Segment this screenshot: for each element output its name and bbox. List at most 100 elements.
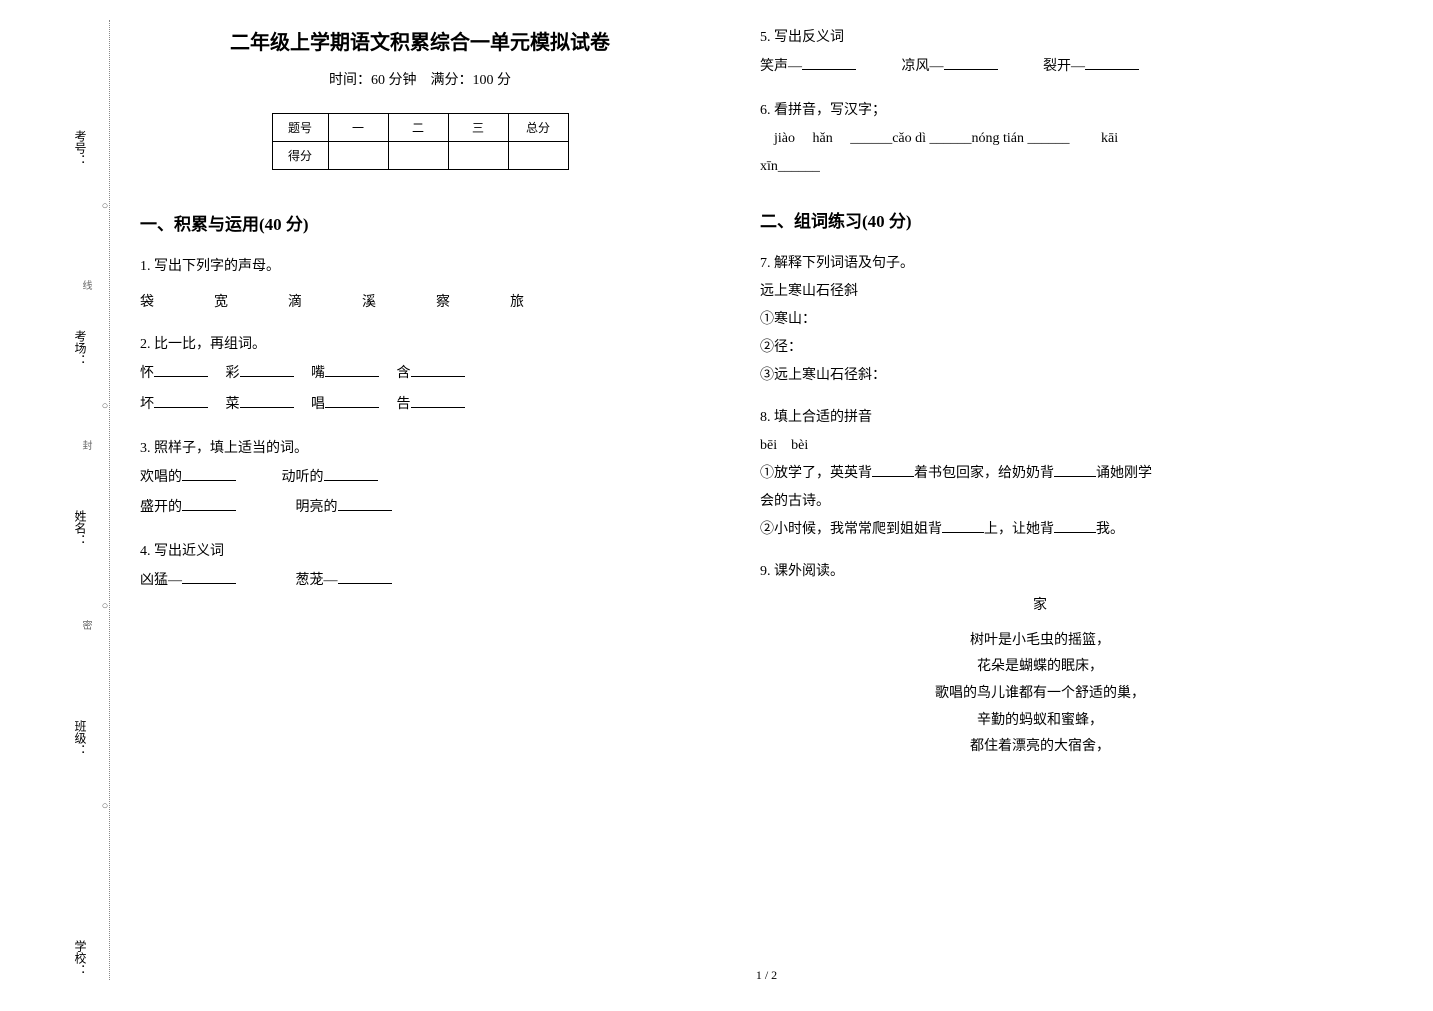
exam-subtitle: 时间：60 分钟 满分：100 分 [140,69,700,89]
q4-item: 葱茏— [296,573,338,588]
q1-prompt: 1. 写出下列字的声母。 [140,253,700,281]
question-5: 5. 写出反义词 笑声— 凉风— 裂开— [760,24,1320,83]
blank-line [411,363,465,377]
q2-char: 唱 [311,397,325,412]
question-6: 6. 看拼音，写汉字； jiào hǎn ______cǎo dì ______… [760,97,1320,181]
score-col-2: 二 [388,114,448,142]
q3-line1: 欢唱的 动听的 [140,463,700,494]
q6-pinyin-tail: xīn______ [760,153,1320,181]
poem-line: 歌唱的鸟儿谁都有一个舒适的巢， [760,681,1320,708]
score-table: 题号 一 二 三 总分 得分 [272,113,569,170]
left-column: 二年级上学期语文积累综合一单元模拟试卷 时间：60 分钟 满分：100 分 题号… [140,20,700,940]
q8-line1: ①放学了，英英背 着书包回家，给奶奶背 诵她刚学 [760,460,1320,488]
poem-title: 家 [760,592,1320,620]
q8-line2: ②小时候，我常常爬到姐姐背上，让她背我。 [760,516,1320,544]
q1-chars-row: 袋 宽 滴 溪 察 旅 [140,289,700,317]
seal-line-word: 线 [78,280,93,298]
q1-char: 滴 [288,289,302,317]
q8-text: 诵她刚学 [1096,466,1152,481]
binding-label-xingming: 姓名： [72,510,89,546]
q5-item: 裂开— [1043,59,1085,74]
section-1-heading: 一、积累与运用(40 分) [140,210,700,235]
page-number: 1 / 2 [140,968,1393,983]
section-2-heading: 二、组词练习(40 分) [760,207,1320,232]
poem-line: 辛勤的蚂蚁和蜜蜂， [760,708,1320,735]
blank-line [942,519,984,533]
q1-char: 宽 [214,289,228,317]
q8-text: 着书包回家，给奶奶背 [914,466,1054,481]
q1-char: 溪 [362,289,376,317]
blank-line [1054,519,1096,533]
q1-char: 袋 [140,289,154,317]
question-2: 2. 比一比，再组词。 怀 彩 嘴 含 坏 菜 唱 告 [140,331,700,421]
blank-line [802,56,856,70]
question-7: 7. 解释下列词语及句子。 远上寒山石径斜 ①寒山： ②径： ③远上寒山石径斜： [760,250,1320,390]
q8-text: 上，让她背 [984,522,1054,537]
q5-prompt: 5. 写出反义词 [760,24,1320,52]
score-cell [508,142,568,170]
score-cell [388,142,448,170]
binding-circle-icon: ○ [100,200,110,212]
blank-line [154,394,208,408]
q2-prompt: 2. 比一比，再组词。 [140,331,700,359]
poem-line: 树叶是小毛虫的摇篮， [760,628,1320,655]
q5-line: 笑声— 凉风— 裂开— [760,52,1320,83]
page: 二年级上学期语文积累综合一单元模拟试卷 时间：60 分钟 满分：100 分 题号… [140,20,1393,991]
blank-line [182,467,236,481]
q2-char: 含 [397,366,411,381]
q6-prompt: 6. 看拼音，写汉字； [760,97,1320,125]
q3-line2: 盛开的 明亮的 [140,493,700,524]
q2-char: 嘴 [311,366,325,381]
score-col-1: 一 [328,114,388,142]
score-cell [328,142,388,170]
binding-label-kaochang: 考场： [72,330,89,366]
poem-line: 花朵是蝴蝶的眠床， [760,654,1320,681]
binding-circle-icon: ○ [100,800,110,812]
q3-item: 欢唱的 [140,470,182,485]
q2-char: 怀 [140,366,154,381]
blank-line [240,394,294,408]
q7-line2: ②径： [760,334,1320,362]
q8-text: ②小时候，我常常爬到姐姐背 [760,522,942,537]
score-head-label: 题号 [272,114,328,142]
score-row-label: 得分 [272,142,328,170]
table-row: 题号 一 二 三 总分 [272,114,568,142]
question-9: 9. 课外阅读。 家 树叶是小毛虫的摇篮， 花朵是蝴蝶的眠床， 歌唱的鸟儿谁都有… [760,558,1320,761]
table-row: 得分 [272,142,568,170]
blank-line [338,570,392,584]
q3-item: 动听的 [282,470,324,485]
q8-text: ①放学了，英英背 [760,466,872,481]
q1-char: 察 [436,289,450,317]
q8-line1d: 会的古诗。 [760,488,1320,516]
score-cell [448,142,508,170]
q1-char: 旅 [510,289,524,317]
q9-prompt: 9. 课外阅读。 [760,558,1320,586]
seal-line-word: 密 [78,620,93,638]
poem-line: 都住着漂亮的大宿舍， [760,734,1320,761]
blank-line [1054,463,1096,477]
q7-line3: ③远上寒山石径斜： [760,362,1320,390]
binding-label-xuexiao: 学校： [72,940,89,976]
blank-line [411,394,465,408]
q5-item: 凉风— [902,59,944,74]
seal-line-word: 封 [78,440,93,458]
blank-line [324,467,378,481]
q2-line1: 怀 彩 嘴 含 [140,359,700,390]
blank-line [154,363,208,377]
q4-prompt: 4. 写出近义词 [140,538,700,566]
blank-line [944,56,998,70]
blank-line [240,363,294,377]
binding-strip: 考号： 考场： 姓名： 班级： 学校： ○ ○ ○ ○ [60,20,110,980]
blank-line [338,497,392,511]
q4-line: 凶猛— 葱茏— [140,566,700,597]
question-4: 4. 写出近义词 凶猛— 葱茏— [140,538,700,597]
q7-line1: ①寒山： [760,306,1320,334]
q3-item: 盛开的 [140,500,182,515]
q2-char: 菜 [226,397,240,412]
blank-line [325,363,379,377]
score-col-3: 三 [448,114,508,142]
exam-title: 二年级上学期语文积累综合一单元模拟试卷 [140,26,700,55]
blank-line [1085,56,1139,70]
right-column: 5. 写出反义词 笑声— 凉风— 裂开— 6. 看拼音，写汉字； jiào hǎ… [760,20,1320,940]
q7-line0: 远上寒山石径斜 [760,278,1320,306]
